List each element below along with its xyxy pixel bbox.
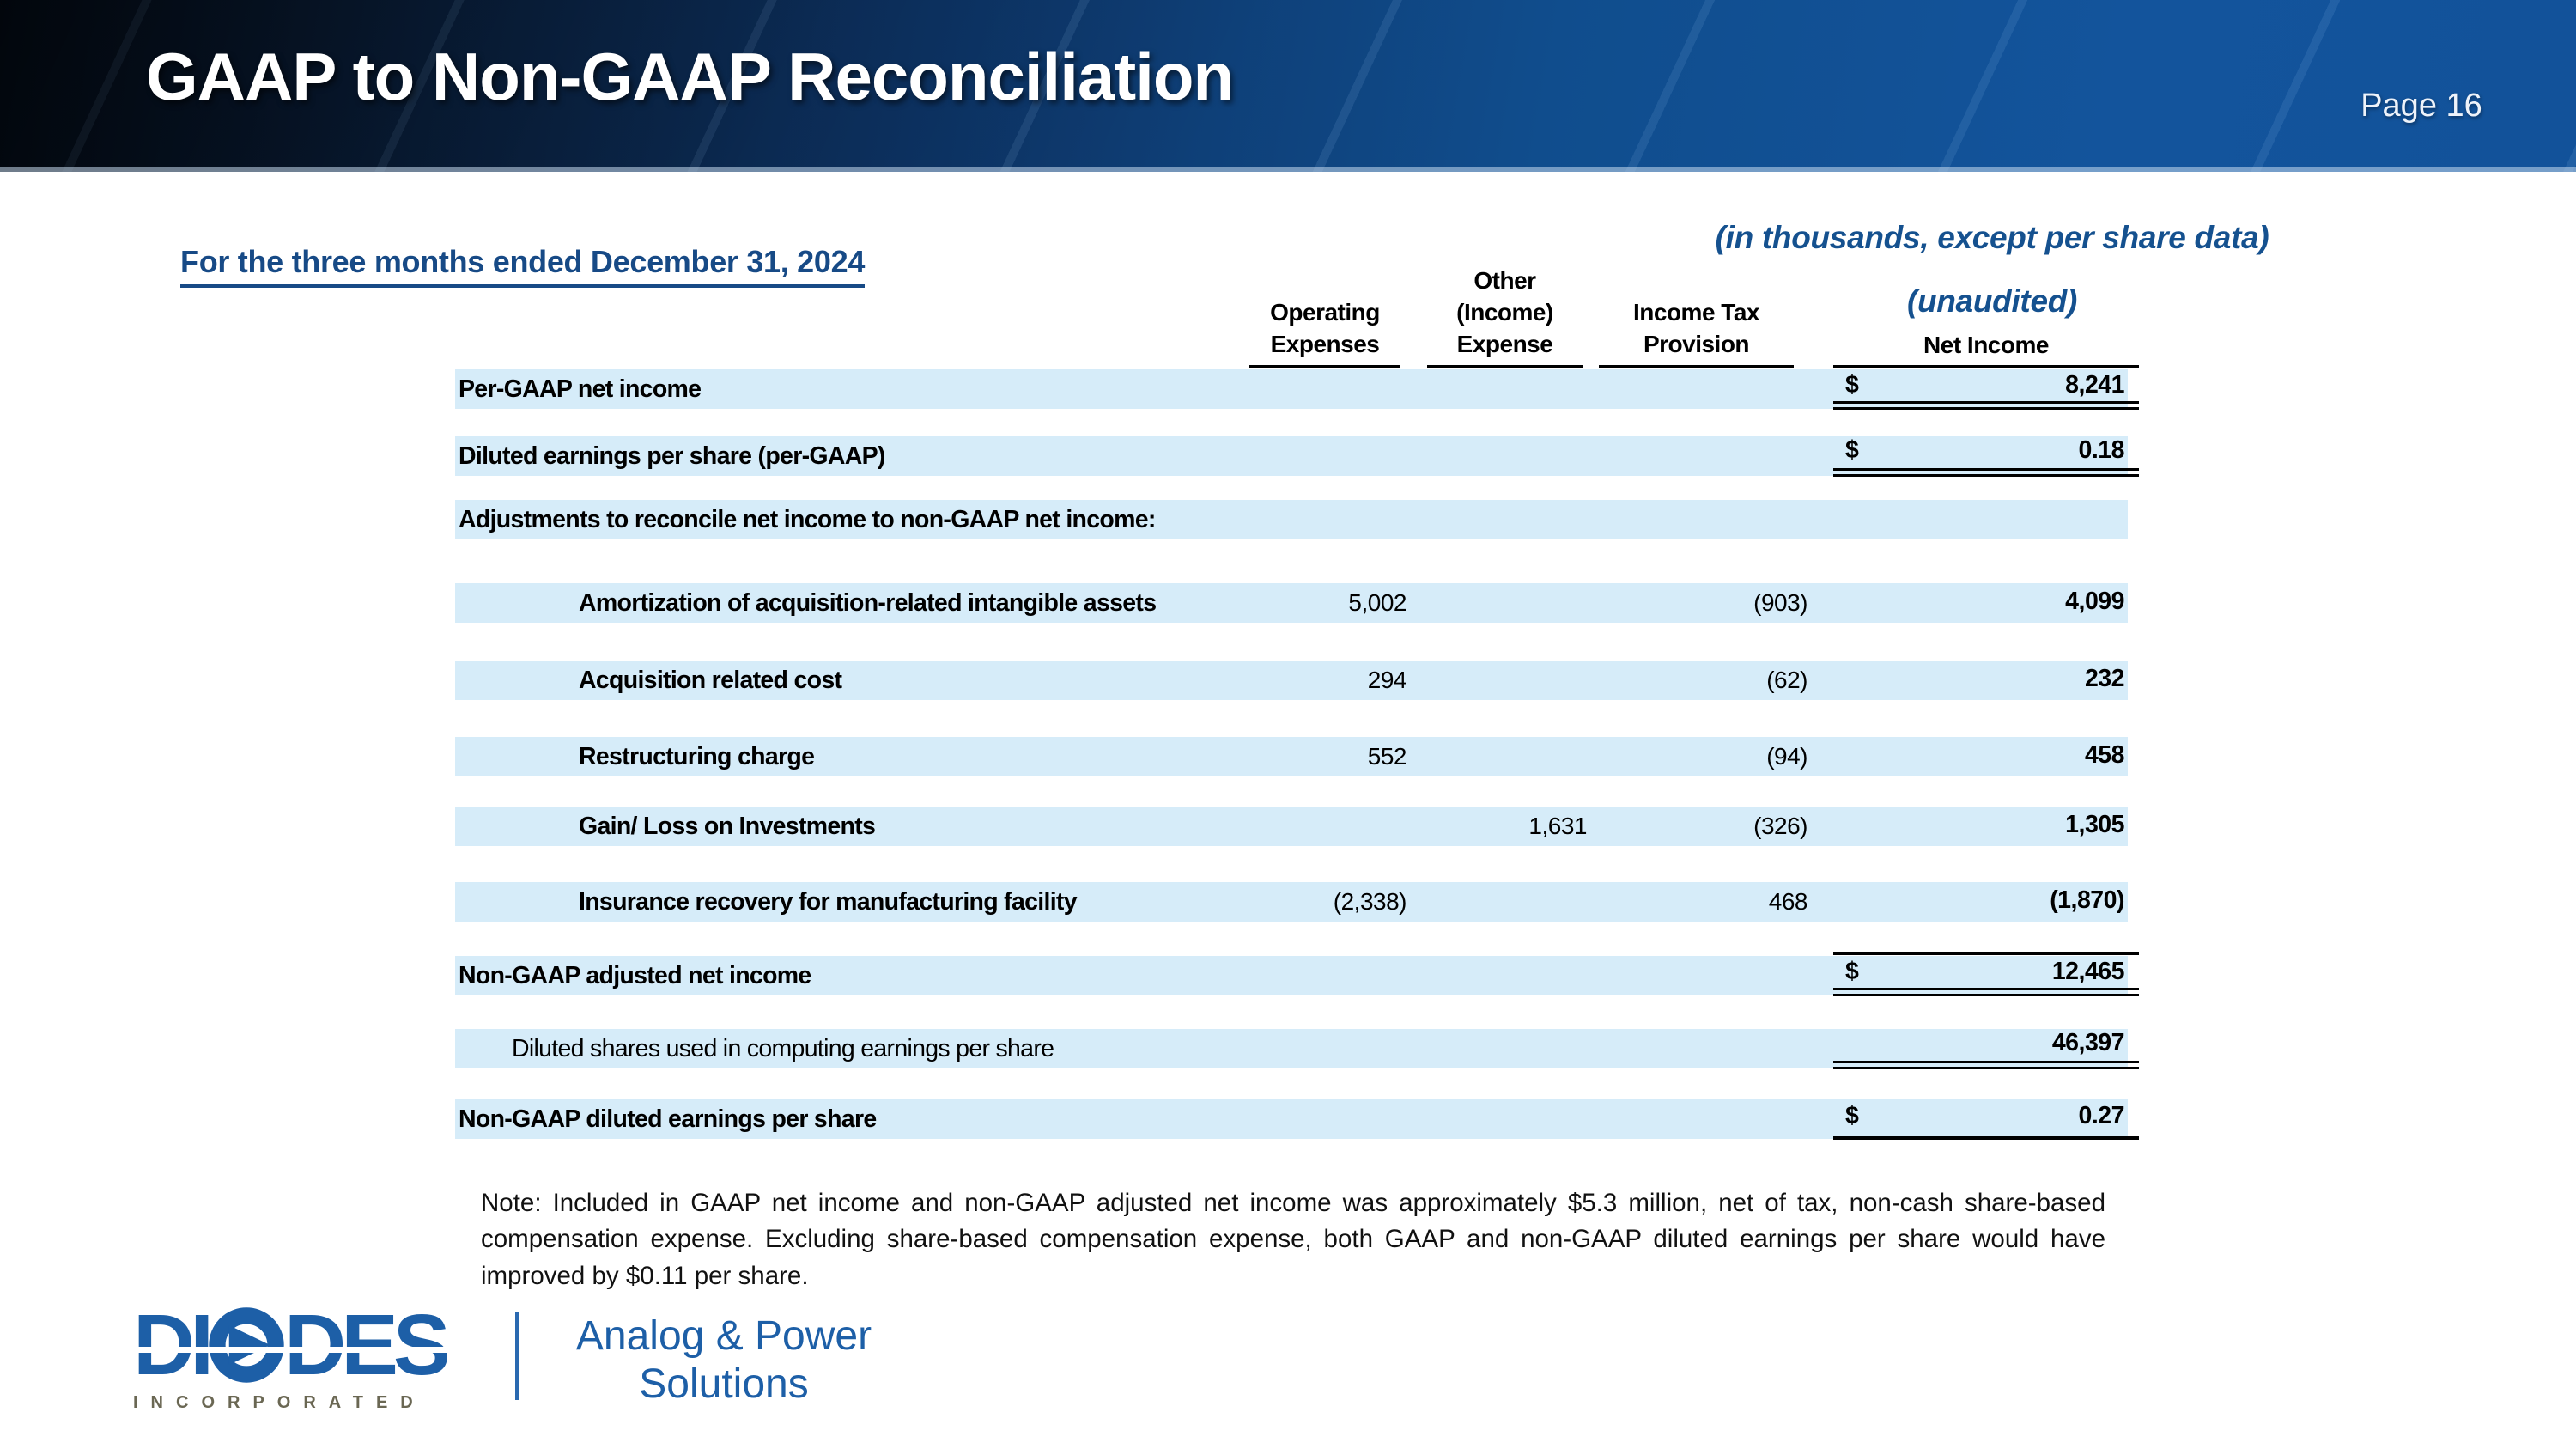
period-label: For the three months ended December 31, …: [180, 244, 865, 288]
column-header-line: (Income): [1456, 299, 1553, 326]
logo-divider: [515, 1312, 519, 1400]
table-row-non-gaap-adjusted-net-income: Non-GAAP adjusted net income $ 12,465: [455, 952, 2142, 996]
diodes-wordmark: DI DES: [133, 1297, 494, 1393]
net-income-cell: 458: [1833, 733, 2139, 777]
table-row-per-gaap-net-income: Per-GAAP net income $ 8,241: [455, 365, 2142, 410]
income-tax-value: (903): [1753, 589, 1807, 616]
net-value: 12,465: [2051, 957, 2125, 985]
net-income-cell: $ 0.27: [1833, 1095, 2139, 1140]
operating-expenses-value: 5,002: [1348, 589, 1406, 616]
column-header-line: Operating: [1270, 299, 1380, 326]
table-row-adjustments-heading: Adjustments to reconcile net income to n…: [455, 500, 2142, 539]
table-row-diluted-shares: Diluted shares used in computing earning…: [455, 1029, 2142, 1069]
column-header-line: Other: [1473, 267, 1536, 295]
row-label: Amortization of acquisition-related inta…: [579, 589, 1157, 617]
column-header-line: Net Income: [1923, 332, 2049, 359]
header-banner: GAAP to Non-GAAP Reconciliation Page 16: [0, 0, 2576, 172]
unaudited-note: (unaudited): [1906, 283, 2078, 319]
row-label: Adjustments to reconcile net income to n…: [459, 506, 1156, 533]
diode-arrow-icon: [209, 1307, 284, 1383]
row-label: Diluted shares used in computing earning…: [512, 1035, 1054, 1062]
operating-expenses-value: 294: [1367, 667, 1407, 693]
logo-incorporated-text: INCORPORATED: [133, 1393, 426, 1412]
table-row-non-gaap-diluted-eps: Non-GAAP diluted earnings per share $ 0.…: [455, 1099, 2142, 1140]
table-row-gain-loss-investments: Gain/ Loss on Investments 1,631 (326) 1,…: [455, 807, 2142, 846]
table-row-acquisition-cost: Acquisition related cost 294 (62) 232: [455, 661, 2142, 700]
row-highlight: [455, 1099, 2128, 1139]
row-highlight: [455, 882, 2128, 922]
net-value: 46,397: [2051, 1028, 2125, 1056]
dollar-sign: $: [1845, 957, 1859, 985]
column-header-line: Expenses: [1270, 331, 1380, 358]
net-value: 458: [2084, 740, 2125, 769]
logo-text-di: DI: [133, 1297, 214, 1393]
page-title: GAAP to Non-GAAP Reconciliation: [146, 39, 1234, 114]
income-tax-value: (94): [1766, 743, 1807, 770]
net-income-cell: 46,397: [1833, 1025, 2139, 1069]
tagline-line: Analog & Power: [575, 1313, 872, 1359]
column-header-income-tax-provision: Income Tax Provision: [1599, 268, 1794, 368]
dollar-sign: $: [1845, 435, 1859, 464]
logo-tagline: Analog & Power Solutions: [539, 1312, 908, 1408]
net-value: 1,305: [2065, 810, 2124, 838]
row-label: Insurance recovery for manufacturing fac…: [579, 888, 1078, 916]
units-note: (in thousands, except per share data): [1715, 220, 2269, 255]
other-income-expense-value: 1,631: [1528, 813, 1587, 839]
table-row-amortization: Amortization of acquisition-related inta…: [455, 583, 2142, 623]
net-income-cell: $ 12,465: [1833, 952, 2139, 996]
column-header-net-income: Net Income: [1833, 307, 2139, 366]
income-tax-value: (62): [1766, 667, 1807, 693]
income-tax-value: (326): [1753, 813, 1807, 839]
reconciliation-table: Per-GAAP net income $ 8,241 Diluted earn…: [455, 365, 2142, 1155]
diode-line: [133, 1347, 487, 1353]
net-value: 8,241: [2065, 370, 2124, 399]
row-label: Non-GAAP diluted earnings per share: [459, 1105, 877, 1133]
table-row-diluted-eps-gaap: Diluted earnings per share (per-GAAP) $ …: [455, 436, 2142, 477]
column-header-line: Income Tax: [1633, 299, 1759, 326]
income-tax-value: 468: [1768, 888, 1808, 915]
net-value: (1,870): [2050, 886, 2124, 914]
table-row-insurance-recovery: Insurance recovery for manufacturing fac…: [455, 882, 2142, 922]
net-value: 0.27: [2078, 1101, 2125, 1129]
row-highlight: [455, 661, 2128, 700]
table-row-restructuring: Restructuring charge 552 (94) 458: [455, 737, 2142, 776]
net-income-cell: 4,099: [1833, 579, 2139, 624]
logo-text-des: DES: [284, 1297, 451, 1393]
footnote: Note: Included in GAAP net income and no…: [481, 1189, 2105, 1290]
row-label: Per-GAAP net income: [459, 375, 702, 403]
net-value: 4,099: [2065, 587, 2124, 615]
net-income-cell: $ 0.18: [1833, 432, 2139, 477]
net-value: 232: [2084, 664, 2125, 692]
net-income-cell: 232: [1833, 656, 2139, 701]
row-highlight: [455, 500, 2128, 539]
row-highlight: [455, 807, 2128, 846]
column-header-line: Provision: [1643, 331, 1750, 358]
operating-expenses-value: 552: [1367, 743, 1407, 770]
net-income-cell: (1,870): [1833, 878, 2139, 922]
dollar-sign: $: [1845, 1101, 1859, 1129]
company-logo: DI DES INCORPORATED: [133, 1297, 494, 1413]
net-value: 0.18: [2078, 435, 2125, 464]
dollar-sign: $: [1845, 370, 1859, 399]
row-label: Acquisition related cost: [579, 667, 842, 694]
column-header-operating-expenses: Operating Expenses: [1249, 268, 1400, 368]
net-income-cell: 1,305: [1833, 802, 2139, 847]
column-header-other-income-expense: Other (Income) Expense: [1427, 230, 1583, 368]
row-highlight: [455, 583, 2128, 623]
operating-expenses-value: (2,338): [1333, 888, 1407, 915]
row-label: Diluted earnings per share (per-GAAP): [459, 442, 885, 470]
row-label: Restructuring charge: [579, 743, 815, 770]
net-income-cell: $ 8,241: [1833, 365, 2139, 410]
row-highlight: [455, 737, 2128, 776]
row-label: Gain/ Loss on Investments: [579, 813, 876, 840]
column-header-line: Expense: [1456, 331, 1553, 358]
page-number: Page 16: [2360, 88, 2482, 124]
tagline-line: Solutions: [639, 1361, 809, 1407]
row-label: Non-GAAP adjusted net income: [459, 962, 811, 989]
